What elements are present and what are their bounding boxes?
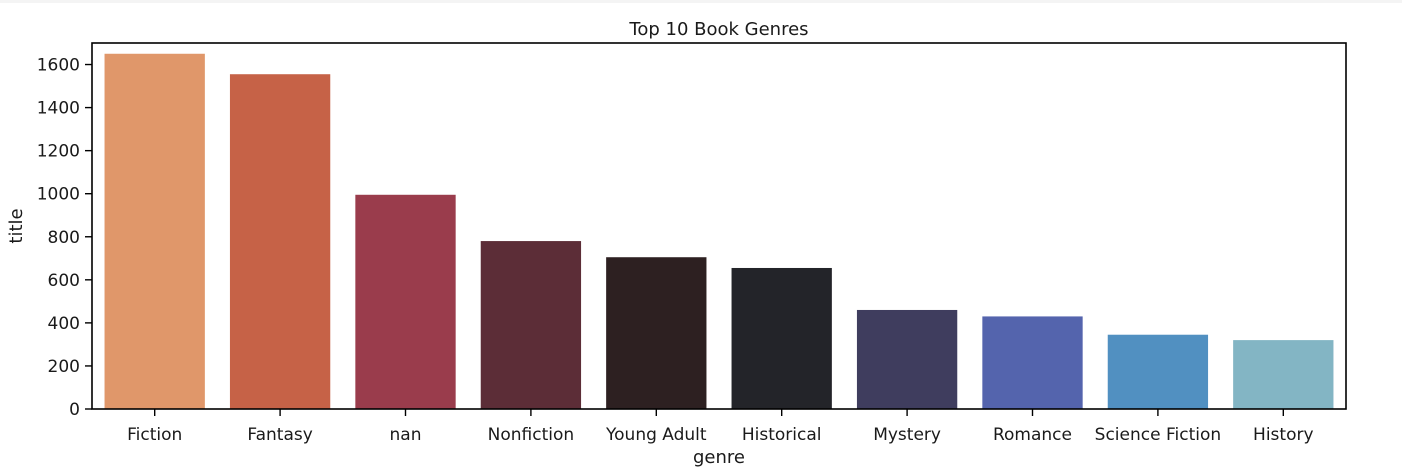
y-tick-label: 400 bbox=[48, 314, 80, 334]
bar-fantasy bbox=[229, 74, 331, 409]
y-tick-label: 200 bbox=[48, 357, 80, 377]
bar-historical bbox=[731, 267, 832, 409]
y-tick-label: 600 bbox=[48, 271, 80, 291]
y-tick-label: 1200 bbox=[37, 142, 80, 162]
y-tick-label: 1400 bbox=[37, 99, 80, 119]
x-tick-label: Nonfiction bbox=[488, 425, 575, 445]
top-strip bbox=[0, 0, 1402, 3]
bar-science-fiction bbox=[1107, 334, 1209, 409]
y-tick-label: 1000 bbox=[37, 185, 80, 205]
x-tick-label: Fiction bbox=[127, 425, 182, 445]
x-tick-label: Fantasy bbox=[247, 425, 312, 445]
y-tick-label: 800 bbox=[48, 228, 80, 248]
bar-young-adult bbox=[606, 257, 707, 409]
x-tick-label: Young Adult bbox=[605, 425, 707, 445]
x-axis-title: genre bbox=[693, 447, 745, 468]
y-axis-ticks: 0 200 400 600 800 1000 1200 1400 1600 bbox=[37, 56, 92, 420]
bars-group bbox=[104, 53, 1334, 409]
x-axis-ticks: Fiction Fantasy nan Nonfiction Young Adult Hi… bbox=[127, 409, 1314, 445]
bar-nonfiction bbox=[480, 241, 582, 409]
x-tick-label: History bbox=[1253, 425, 1313, 445]
bar-nan bbox=[355, 194, 456, 409]
chart-title: Top 10 Book Genres bbox=[628, 19, 808, 40]
x-tick-label: nan bbox=[390, 425, 422, 445]
x-tick-label: Science Fiction bbox=[1095, 425, 1221, 445]
y-tick-label: 0 bbox=[69, 400, 80, 420]
x-tick-label: Romance bbox=[993, 425, 1072, 445]
y-tick-label: 1600 bbox=[37, 56, 80, 76]
plot-frame bbox=[91, 42, 1347, 410]
bar-fiction bbox=[104, 53, 205, 409]
x-tick-label: Historical bbox=[742, 425, 822, 445]
bar-history bbox=[1233, 340, 1334, 409]
bar-romance bbox=[982, 316, 1083, 409]
y-axis-title: title bbox=[6, 208, 27, 243]
x-tick-label: Mystery bbox=[873, 425, 941, 445]
bar-mystery bbox=[856, 309, 958, 409]
